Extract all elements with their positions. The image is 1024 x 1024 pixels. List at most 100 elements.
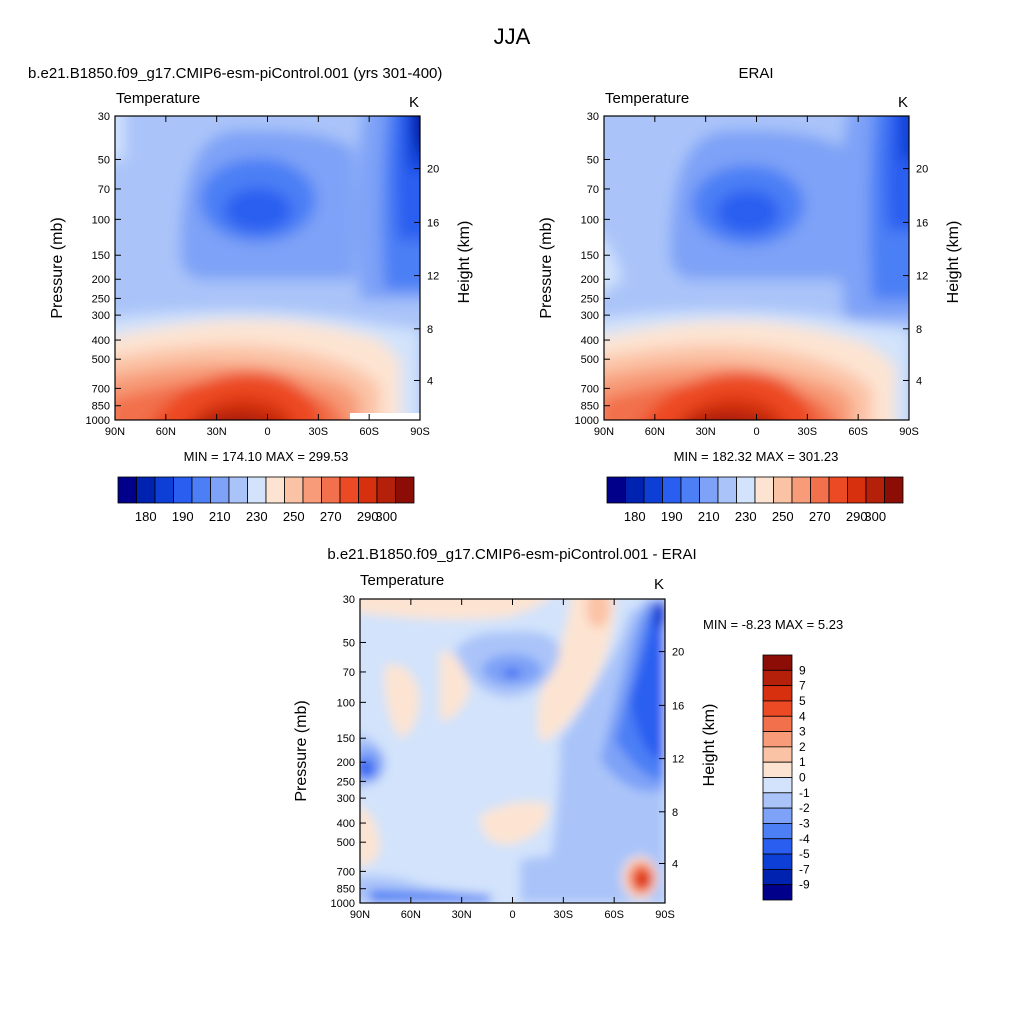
height-tick-label: 8 [427, 324, 433, 336]
y-tick-label: 700 [581, 383, 599, 395]
height-axis-label: Height (km) [701, 704, 718, 787]
y-tick-label: 500 [581, 354, 599, 366]
colorbar-swatch [828, 476, 848, 504]
colorbar-label: 270 [809, 509, 831, 524]
colorbar-label: 250 [283, 509, 305, 524]
y-tick-label: 70 [587, 184, 599, 196]
colorbar-swatch [762, 731, 793, 748]
y-tick-label: 700 [92, 383, 110, 395]
y-tick-label: 400 [92, 335, 110, 347]
x-tick-label: 90N [594, 426, 614, 438]
height-tick-label: 20 [427, 164, 439, 176]
y-tick-label: 70 [343, 667, 355, 679]
y-tick-label: 1000 [575, 415, 599, 427]
y-tick-label: 100 [92, 214, 110, 226]
x-tick-label: 60S [359, 426, 379, 438]
x-tick-label: 60S [848, 426, 868, 438]
colorbar-label: 1 [799, 755, 806, 769]
colorbar-label: -3 [799, 816, 810, 830]
colorbar-label: 290 [846, 509, 868, 524]
y-tick-label: 300 [92, 310, 110, 322]
colorbar-label: 180 [624, 509, 646, 524]
y-tick-label: 30 [587, 111, 599, 123]
y-tick-label: 250 [337, 776, 355, 788]
height-tick-label: 20 [672, 647, 684, 659]
x-tick-label: 30N [207, 426, 227, 438]
y-tick-label: 400 [337, 818, 355, 830]
y-tick-label: 200 [581, 274, 599, 286]
y-tick-label: 100 [337, 697, 355, 709]
colorbar-swatch [680, 476, 700, 504]
colorbar-swatch [762, 685, 793, 702]
colorbar-label: 2 [799, 740, 806, 754]
colorbar-swatch [762, 654, 793, 671]
height-tick-label: 4 [916, 375, 922, 387]
field-label: Temperature [116, 90, 200, 107]
colorbar-swatch [643, 476, 663, 504]
colorbar-swatch [762, 823, 793, 840]
y-tick-label: 850 [92, 401, 110, 413]
colorbar-swatch [762, 761, 793, 778]
x-tick-label: 90S [899, 426, 919, 438]
units-label: K [654, 576, 664, 593]
y-tick-label: 300 [581, 310, 599, 322]
height-tick-label: 20 [916, 164, 928, 176]
colorbar-swatch [847, 476, 867, 504]
colorbar-swatch [358, 476, 378, 504]
colorbar-label: -7 [799, 862, 810, 876]
colorbar-label: 0 [799, 771, 806, 785]
colorbar-label: -5 [799, 847, 810, 861]
colorbar-label: -2 [799, 801, 810, 815]
colorbar-swatch [754, 476, 774, 504]
min-max-stats: MIN = -8.23 MAX = 5.23 [703, 617, 843, 632]
height-axis-label: Height (km) [456, 221, 473, 304]
height-axis: 20 16 12 8 4 [903, 164, 928, 387]
min-max-stats: MIN = 182.32 MAX = 301.23 [674, 449, 839, 464]
colorbar-swatch [339, 476, 359, 504]
panel-title: ERAI [738, 65, 773, 82]
x-tick-label: 90N [105, 426, 125, 438]
height-tick-label: 4 [672, 858, 678, 870]
x-tick-label: 90S [410, 426, 430, 438]
colorbar-label: 4 [799, 709, 806, 723]
contour-field [115, 116, 420, 420]
colorbar-swatch [865, 476, 885, 504]
y-tick-label: 150 [337, 733, 355, 745]
x-axis: 90N 60N 30N 0 30S 60S 90S [594, 116, 919, 438]
colorbar-swatch [762, 884, 793, 901]
y-tick-label: 1000 [86, 415, 110, 427]
colorbar-swatch [395, 476, 415, 504]
x-axis: 90N 60N 30N 0 30S 60S 90S [105, 116, 430, 438]
height-tick-label: 8 [916, 324, 922, 336]
y-tick-label: 700 [337, 866, 355, 878]
x-tick-label: 0 [509, 909, 515, 921]
y-tick-label: 30 [98, 111, 110, 123]
y-tick-label: 200 [337, 757, 355, 769]
panel-difference: b.e21.B1850.f09_g17.CMIP6-esm-piControl.… [293, 546, 843, 921]
x-axis: 90N 60N 30N 0 30S 60S 90S [350, 599, 675, 921]
height-axis: 20 16 12 8 4 [659, 647, 684, 870]
units-label: K [409, 94, 419, 111]
y-tick-label: 850 [337, 884, 355, 896]
colorbar-swatch [376, 476, 396, 504]
y-tick-label: 250 [581, 293, 599, 305]
contour-field [604, 116, 909, 420]
x-tick-label: 30N [696, 426, 716, 438]
colorbar-label: 300 [375, 509, 397, 524]
colorbar: 9 754 321 0-1-2-3 -4-5-7 -9 [762, 654, 810, 901]
colorbar-swatch [762, 792, 793, 809]
colorbar-label: 7 [799, 679, 806, 693]
y-tick-label: 500 [92, 354, 110, 366]
colorbar-swatch [762, 807, 793, 824]
y-tick-label: 400 [581, 335, 599, 347]
colorbar-label: 210 [209, 509, 231, 524]
x-tick-label: 60N [401, 909, 421, 921]
x-tick-label: 90N [350, 909, 370, 921]
height-axis: 20 16 12 8 4 [414, 164, 439, 387]
colorbar-label: 250 [772, 509, 794, 524]
colorbar-label: 180 [135, 509, 157, 524]
height-tick-label: 12 [916, 271, 928, 283]
